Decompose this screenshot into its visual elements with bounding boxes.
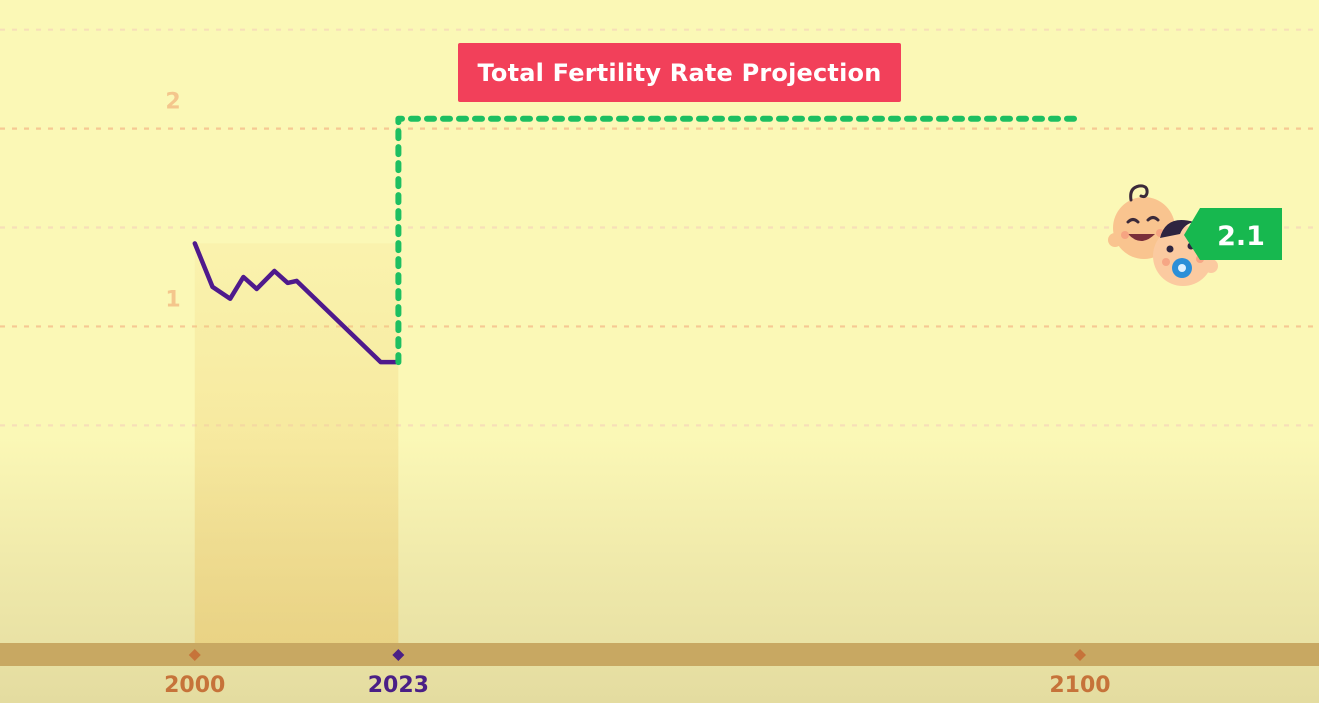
y-tick-label: 2 <box>165 90 180 115</box>
replacement-annotation: 2.1 <box>1108 184 1282 286</box>
value-badge-label: 2.1 <box>1217 221 1265 252</box>
projection-line <box>395 115 1083 366</box>
x-tick-marker <box>392 649 405 661</box>
value-badge: 2.1 <box>1184 208 1282 260</box>
y-tick-label: 1 <box>165 287 180 312</box>
x-tick-label: 2100 <box>1049 673 1110 698</box>
historical-range-shade <box>194 243 399 643</box>
x-tick-marker <box>188 649 201 661</box>
x-tick-label: 2023 <box>368 673 429 698</box>
historical-line <box>192 241 401 365</box>
timeline-bar <box>0 643 1319 666</box>
chart-title: Total Fertility Rate Projection <box>458 43 901 102</box>
x-tick-label: 2000 <box>164 673 225 698</box>
x-tick-marker <box>1073 649 1086 661</box>
